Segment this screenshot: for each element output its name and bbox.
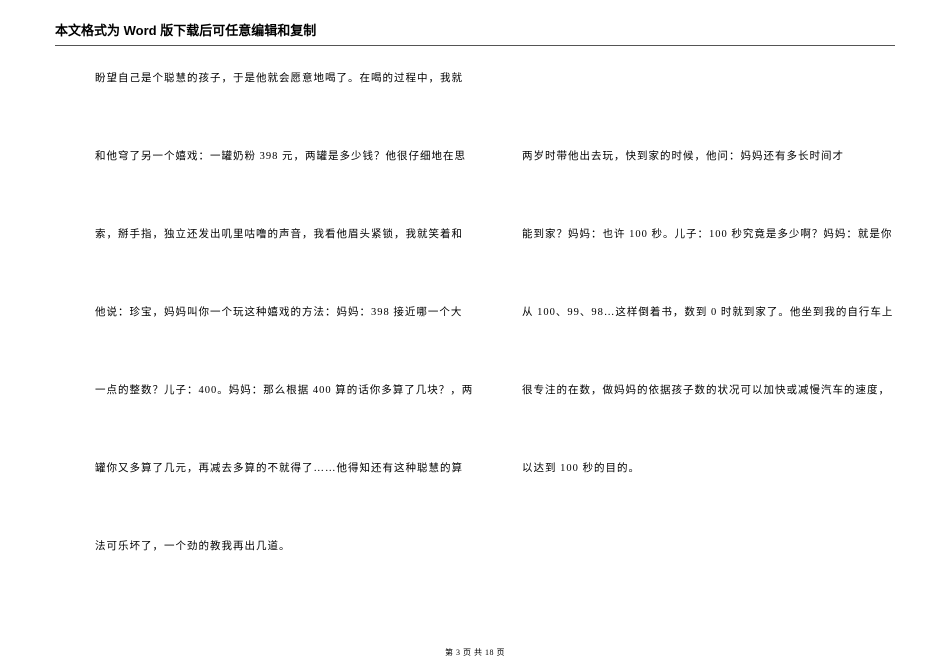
text-line: 他说：珍宝，妈妈叫你一个玩这种嬉戏的方法：妈妈：398 接近哪一个大 [95,308,462,319]
text-line: 以达到 100 秒的目的。 [522,464,640,475]
text-line: 盼望自己是个聪慧的孩子，于是他就会愿意地喝了。在喝的过程中，我就 [95,74,463,85]
text-line: 能到家？妈妈：也许 100 秒。儿子：100 秒究竟是多少啊？妈妈：就是你 [522,230,892,241]
text-line: 一点的整数？儿子：400。妈妈：那么根据 400 算的话你多算了几块？，两 [95,386,473,397]
text-line: 和他穹了另一个嬉戏：一罐奶粉 398 元，两罐是多少钱？他很仔细地在思 [95,152,466,163]
footer-prefix: 第 [445,648,454,657]
text-line: 很专注的在数，做妈妈的依据孩子数的状况可以加快或减慢汽车的速度， [522,386,890,397]
footer-current-page: 3 [456,648,461,657]
footer-total-pages: 18 [485,648,494,657]
text-line: 两岁时带他出去玩，快到家的时候，他问：妈妈还有多长时间才 [522,152,844,163]
text-line: 罐你又多算了几元，再减去多算的不就得了……他得知还有这种聪慧的算 [95,464,463,475]
document-content: 盼望自己是个聪慧的孩子，于是他就会愿意地喝了。在喝的过程中，我就 和他穹了另一个… [55,74,895,614]
header-text: 本文格式为 Word 版下载后可任意编辑和复制 [55,23,316,38]
footer-suffix: 页 [497,648,506,657]
footer-mid: 页 共 [463,648,483,657]
document-header: 本文格式为 Word 版下载后可任意编辑和复制 [55,20,895,46]
text-line: 从 100、99、98…这样倒着书，数到 0 时就到家了。他坐到我的自行车上 [522,308,893,319]
page-footer: 第 3 页 共 18 页 [0,647,950,658]
text-line: 索，掰手指，独立还发出叽里咕噜的声音，我看他眉头紧锁，我就笑着和 [95,230,463,241]
text-line: 法可乐坏了，一个劲的教我再出几道。 [95,542,291,553]
document-page: 本文格式为 Word 版下载后可任意编辑和复制 盼望自己是个聪慧的孩子，于是他就… [0,0,950,614]
